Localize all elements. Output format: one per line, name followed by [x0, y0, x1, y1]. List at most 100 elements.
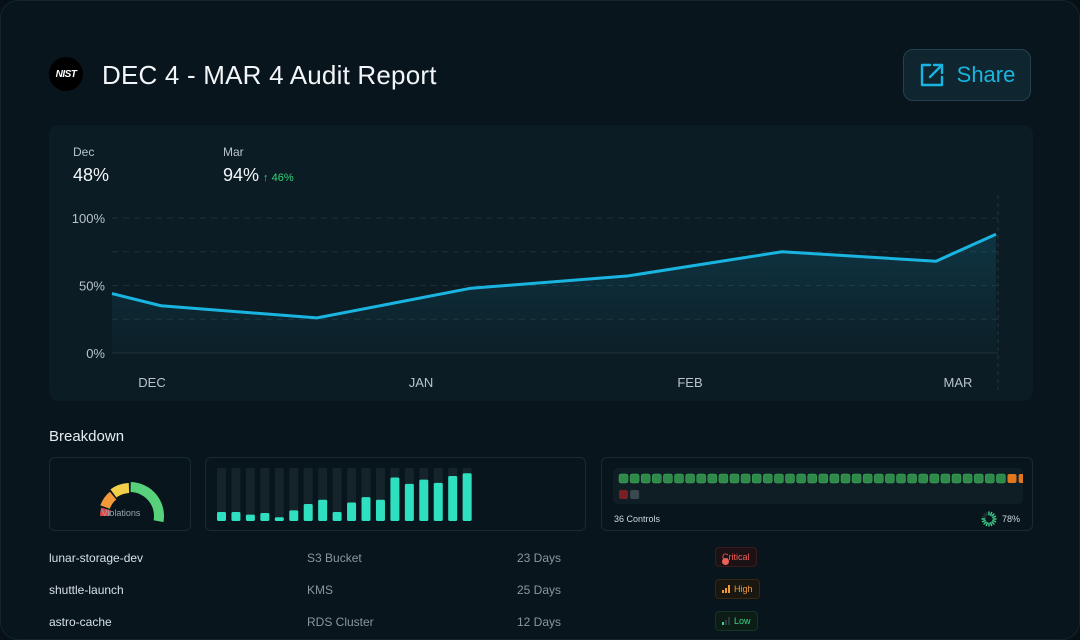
bar-track — [274, 468, 284, 521]
nist-logo: NIST — [49, 57, 83, 91]
bar — [318, 499, 328, 521]
bar — [433, 482, 443, 521]
severity-label: High — [734, 584, 753, 594]
series-area — [112, 234, 996, 353]
bar-track — [332, 468, 342, 521]
bar — [231, 511, 241, 521]
gauge-segment — [100, 507, 111, 516]
stat-change-value: 46% — [271, 172, 294, 184]
control-cell — [962, 473, 973, 484]
control-cell — [640, 473, 651, 484]
control-cell — [685, 473, 695, 484]
ring-tick — [981, 519, 986, 523]
stat-start-value: 48% — [73, 165, 110, 185]
control-cell — [774, 473, 784, 484]
bar — [303, 504, 313, 521]
bar — [404, 483, 414, 521]
stat-start-label: Dec — [73, 145, 95, 159]
alert-icon — [722, 558, 729, 565]
resource-age: 12 Days — [517, 615, 562, 629]
compliance-line-chart: 100% 50% 0% DEC JAN FEB MAR — [72, 195, 999, 390]
ring-tick — [992, 515, 997, 519]
control-cell — [696, 473, 706, 484]
control-cell — [951, 473, 962, 484]
ring-tick — [991, 521, 995, 525]
control-cell — [807, 473, 817, 484]
gauge-segment — [100, 491, 117, 509]
share-button[interactable]: Share — [903, 49, 1031, 101]
y-tick-label: 50% — [79, 279, 105, 294]
bar — [289, 510, 299, 521]
compliance-chart-card: Dec 48% Mar 94% ↑ 46% 100% 50% 0% DEC JAN FEB… — [49, 125, 1033, 401]
bar — [274, 517, 284, 521]
share-label: Share — [956, 62, 1016, 87]
ring-tick — [989, 522, 993, 527]
resource-name: astro-cache — [49, 615, 112, 629]
series-line — [111, 232, 997, 320]
resource-name: lunar-storage-dev — [49, 551, 144, 565]
severity-label: Low — [734, 616, 751, 626]
signal-bars-icon — [722, 617, 730, 625]
x-tick-label: FEB — [677, 375, 702, 390]
severity-badge: Critical — [715, 547, 757, 567]
ring-tick — [983, 513, 987, 517]
bar — [419, 479, 429, 521]
control-cell — [851, 473, 862, 484]
control-cell — [707, 473, 718, 484]
bar — [332, 511, 342, 521]
control-cell — [785, 473, 795, 484]
stat-end-label: Mar — [223, 145, 244, 159]
resource-age: 25 Days — [517, 583, 562, 597]
resource-name: shuttle-launch — [49, 583, 124, 597]
control-cell — [751, 473, 762, 484]
control-cell — [985, 473, 995, 484]
bar — [245, 514, 255, 521]
ring-tick — [983, 521, 987, 525]
signal-bars-icon — [722, 585, 730, 593]
gauge-label: Violations — [102, 508, 141, 518]
stat-end: Mar 94% ↑ 46% — [223, 145, 294, 186]
control-cell — [619, 490, 628, 499]
severity-badge: Low — [715, 611, 758, 631]
violations-gauge-card[interactable]: Violations — [49, 457, 191, 531]
bar-track — [245, 468, 255, 521]
ring-tick — [991, 513, 995, 517]
x-tick-label: DEC — [138, 375, 165, 390]
control-cell — [862, 473, 873, 484]
table-row[interactable]: astro-cache RDS Cluster 12 Days Low — [49, 605, 1033, 637]
control-cell — [740, 473, 751, 484]
table-row[interactable]: shuttle-launch KMS 25 Days High — [49, 573, 1033, 605]
ring-tick — [985, 522, 989, 527]
resource-table: lunar-storage-dev S3 Bucket 23 Days Critica… — [49, 541, 1033, 637]
x-tick-label: JAN — [409, 375, 434, 390]
header: NIST DEC 4 - MAR 4 Audit Report Share — [49, 49, 1031, 101]
control-cell — [918, 473, 928, 484]
bar — [390, 477, 400, 521]
ring-tick — [985, 511, 989, 516]
violations-gauge: Violations — [100, 482, 164, 523]
gauge-segment — [110, 483, 130, 498]
bar-track — [231, 468, 241, 521]
control-cell — [929, 473, 940, 484]
bar — [347, 502, 357, 521]
control-cell — [1018, 474, 1028, 483]
controls-card[interactable]: 36 Controls 78% — [601, 457, 1039, 531]
arrow-up-icon: ↑ — [263, 172, 269, 184]
ring-tick — [992, 519, 997, 523]
control-cell — [652, 473, 662, 484]
bar — [448, 475, 458, 521]
controls-grid — [613, 468, 1039, 504]
bar — [217, 511, 226, 521]
ring-tick — [981, 515, 986, 519]
control-cell — [874, 473, 884, 484]
external-link-icon — [920, 63, 943, 87]
table-row[interactable]: lunar-storage-dev S3 Bucket 23 Days Critica… — [49, 541, 1033, 573]
activity-bars-card[interactable] — [205, 457, 586, 531]
control-cell — [718, 473, 729, 484]
bar — [361, 497, 371, 521]
gauge-segment — [130, 482, 164, 523]
control-cell — [763, 473, 773, 484]
control-cell — [629, 473, 640, 484]
stat-start: Dec 48% — [73, 145, 109, 186]
control-cell — [1007, 474, 1017, 483]
